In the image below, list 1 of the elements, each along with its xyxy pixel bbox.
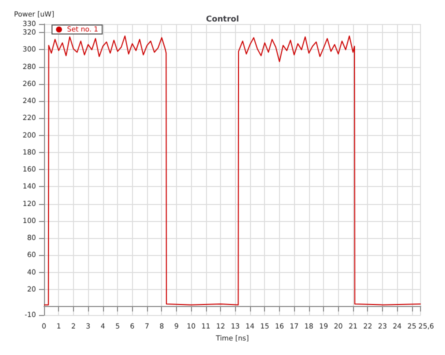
chart-title: Control bbox=[206, 14, 240, 24]
